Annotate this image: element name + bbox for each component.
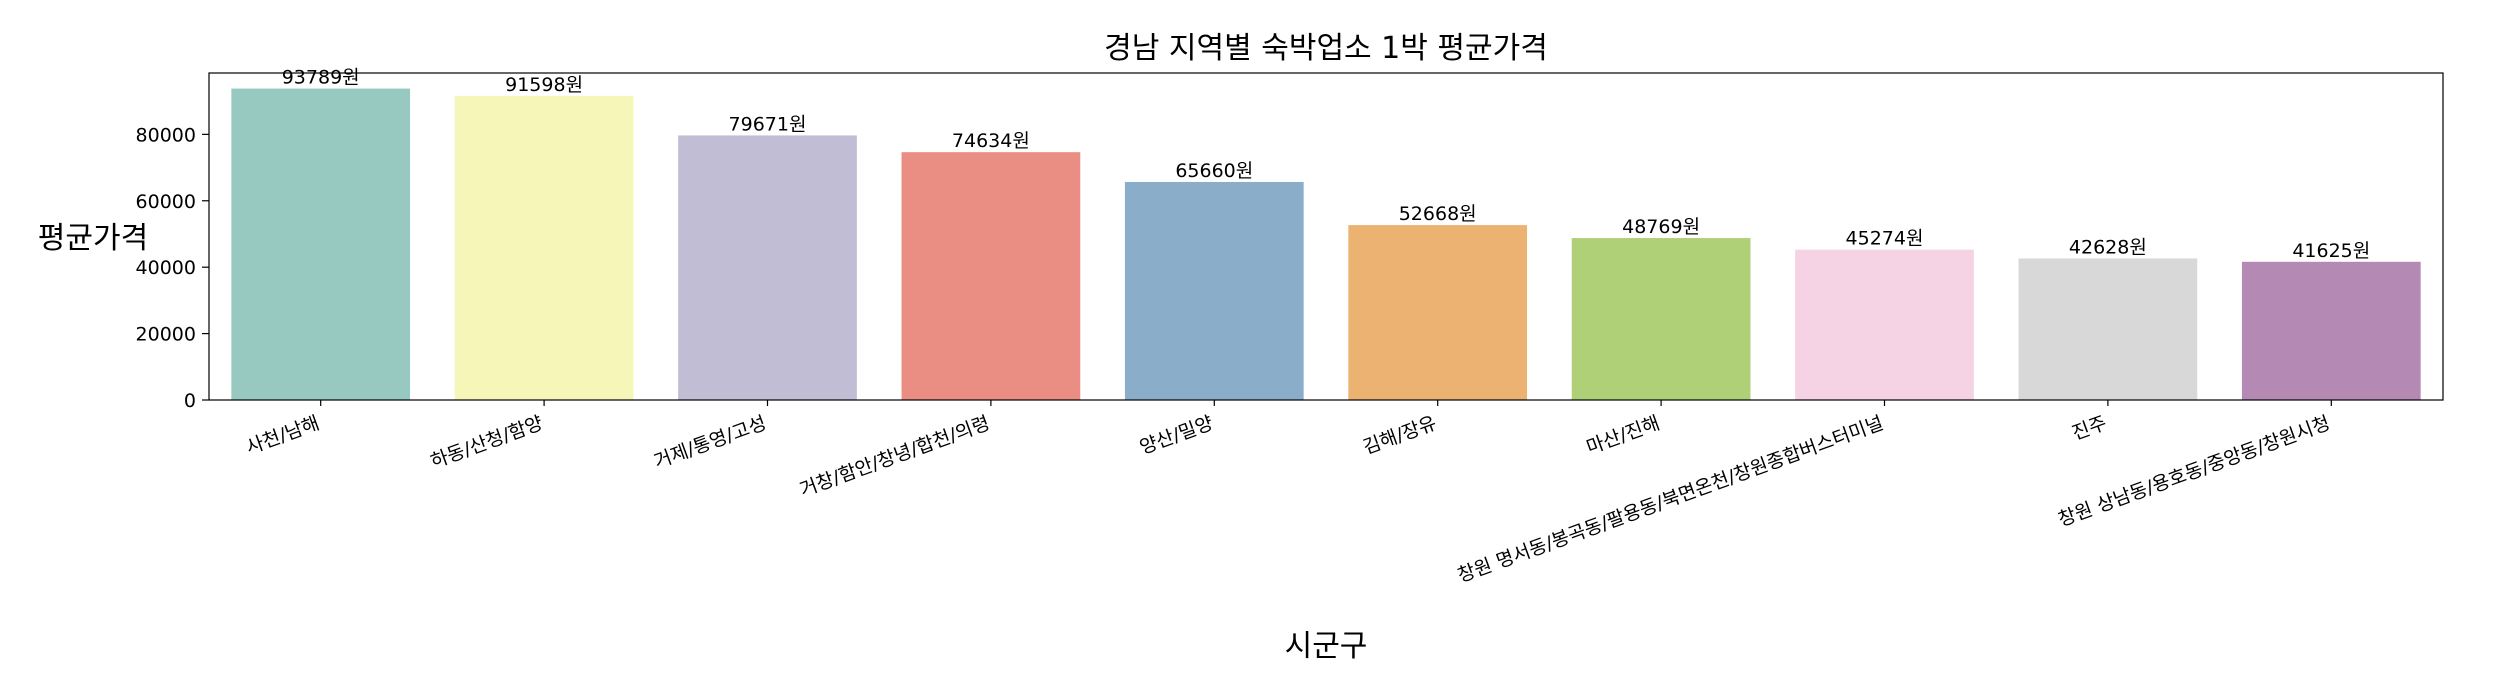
x-tick-label-4: 거창/함안/창녕/합천/의령	[797, 412, 993, 501]
data-label-7: 48769원	[1622, 216, 1700, 238]
x-tick-label-6: 김해/장유	[1360, 412, 1439, 459]
data-label-10: 41625원	[2292, 240, 2370, 262]
bar-7	[1571, 238, 1751, 400]
x-tick-label-2: 하동/산청/함양	[428, 412, 546, 473]
plot-frame	[208, 72, 2444, 401]
bar-3	[678, 135, 857, 400]
value-labels-layer: 93789원 91598원 79671원 74634원 65660원 52668원 4876…	[282, 67, 2371, 262]
x-tick-label-8: 창원 명서동/봉곡동/팔용동/북면온천/창원종합버스터미널	[1455, 412, 1886, 587]
x-tick-label-3: 거제/통영/고성	[651, 412, 769, 473]
data-label-9: 42628원	[2069, 236, 2147, 258]
bar-8	[1795, 249, 1974, 400]
y-axis-label: 평균가격	[38, 221, 148, 256]
x-tick-label-9: 진주	[2069, 412, 2109, 445]
x-tick-label-7: 마산/진해	[1584, 412, 1663, 459]
x-axis-label: 시군구	[1285, 629, 1368, 664]
x-tick-label-5: 양산/밀양	[1137, 412, 1216, 459]
data-label-4: 74634원	[952, 130, 1030, 152]
bar-5	[1124, 181, 1304, 400]
bars-layer	[231, 88, 2421, 400]
bar-4	[901, 152, 1081, 400]
chart-title: 경남 지역별 숙박업소 1박 평균가격	[1104, 31, 1548, 66]
x-tick-label-1: 사천/남해	[243, 412, 322, 459]
bar-1	[231, 88, 411, 400]
bar-9	[2018, 258, 2198, 400]
y-tick-label-4: 80000	[136, 124, 196, 146]
data-label-8: 45274원	[1846, 228, 1924, 250]
y-tick-label-2: 40000	[136, 257, 196, 279]
bar-10	[2241, 261, 2421, 400]
y-tick-label-3: 60000	[136, 191, 196, 213]
data-label-2: 91598원	[505, 74, 583, 96]
data-label-3: 79671원	[729, 113, 807, 135]
data-label-1: 93789원	[282, 67, 360, 89]
y-tick-label-1: 20000	[136, 324, 196, 346]
x-axis: 사천/남해 하동/산청/함양 거제/통영/고성 거창/함안/창녕/합천/의령 양산/밀양…	[243, 400, 2333, 587]
y-axis: 0 20000 40000 60000 80000	[136, 124, 209, 412]
bar-6	[1348, 225, 1528, 400]
bar-2	[454, 95, 634, 400]
data-label-6: 52668원	[1399, 203, 1477, 225]
data-label-5: 65660원	[1175, 160, 1253, 182]
y-tick-label-0: 0	[184, 390, 196, 412]
